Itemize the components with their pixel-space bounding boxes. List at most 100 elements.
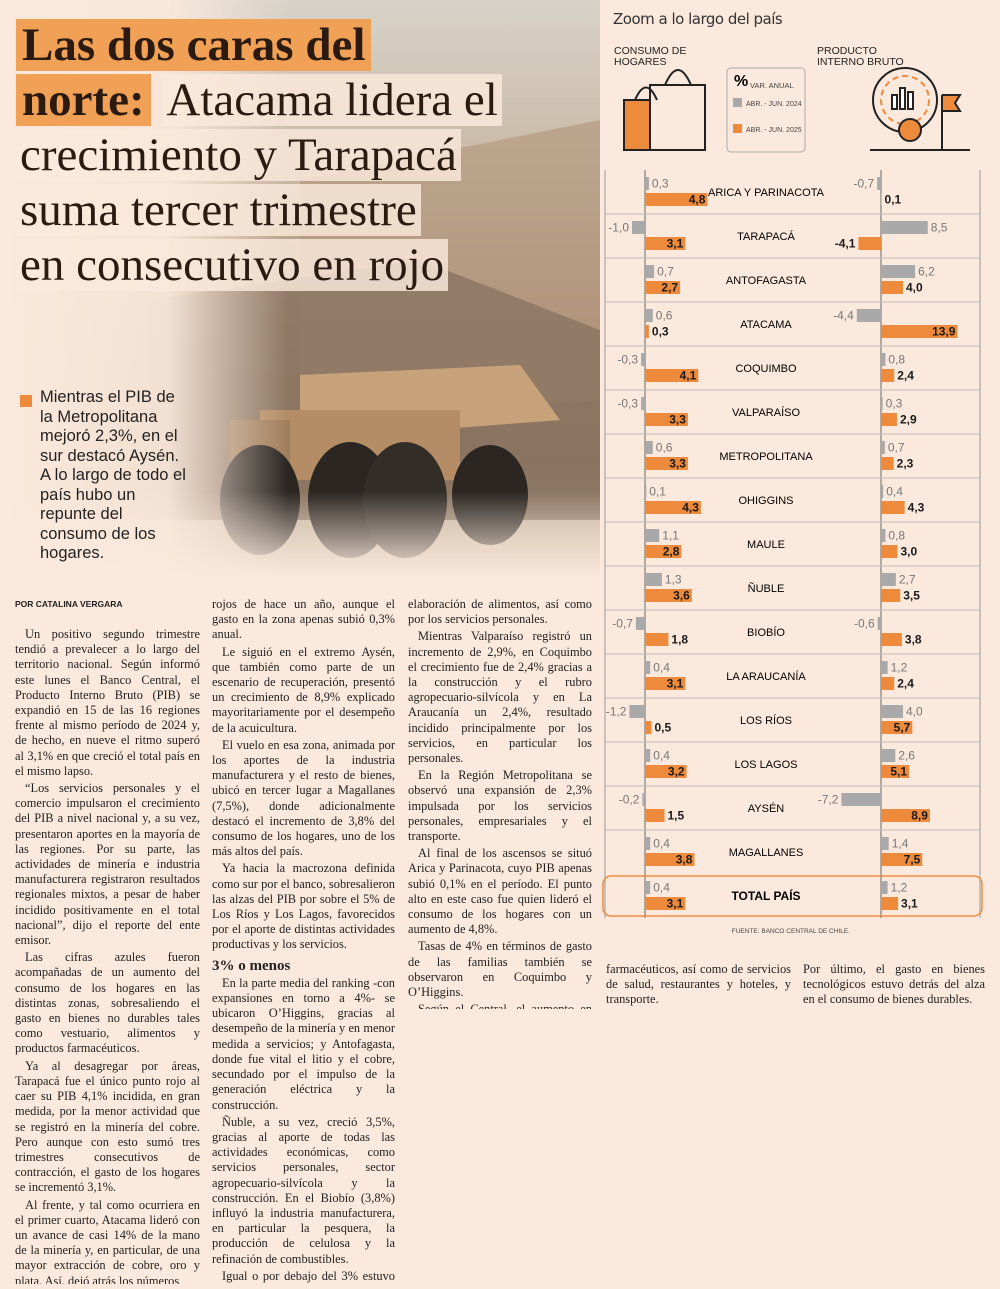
value-label: 4,1 — [680, 369, 697, 383]
category-label: ARICA Y PARINACOTA — [708, 187, 825, 199]
value-label: 4,8 — [689, 193, 706, 207]
bar — [645, 457, 688, 470]
bar — [645, 837, 651, 850]
value-label: 4,3 — [908, 501, 925, 515]
category-label: AYSÉN — [748, 802, 785, 815]
value-label: -4,1 — [835, 237, 856, 251]
bar — [645, 765, 687, 778]
bar — [881, 501, 905, 514]
headline-line: crecimiento y Tarapacá — [16, 128, 596, 183]
subheading: 3% o menos — [212, 957, 291, 974]
value-label: 1,8 — [671, 633, 688, 647]
value-label: 1,4 — [892, 837, 909, 851]
headline-highlight: Las dos caras del — [16, 19, 372, 71]
value-label: -4,4 — [833, 309, 854, 323]
category-label: METROPOLITANA — [719, 451, 813, 463]
paragraph: Ñuble, a su vez, creció 3,5%, gracias al… — [212, 1114, 395, 1266]
value-label: -0,6 — [854, 617, 875, 631]
paragraph: En la parte media del ranking -con expan… — [212, 975, 395, 1112]
headline-line: suma tercer trimestre — [16, 183, 596, 238]
value-label: -7,2 — [818, 793, 839, 807]
value-label: 3,5 — [903, 589, 920, 603]
bar — [645, 749, 651, 762]
bar — [881, 221, 928, 234]
bar — [881, 633, 902, 646]
bar — [881, 881, 888, 894]
legend-label: ABR. - JUN. 2024 — [746, 101, 802, 108]
bar — [645, 369, 699, 382]
category-label: LA ARAUCANÍA — [726, 670, 806, 683]
category-label: ANTOFAGASTA — [726, 275, 807, 287]
headline-line: Las dos caras del — [16, 18, 596, 73]
category-label: VALPARAÍSO — [732, 406, 801, 419]
bar — [881, 193, 882, 206]
value-label: 5,1 — [890, 765, 907, 779]
value-label: 0,4 — [886, 485, 903, 499]
headline-highlight: norte: — [16, 74, 151, 126]
paragraph: Ya hacia la macrozona definida como sur … — [212, 861, 395, 952]
byline: POR CATALINA VERGARA — [15, 599, 123, 609]
value-label: 0,1 — [885, 193, 902, 207]
value-label: 1,5 — [668, 809, 685, 823]
legend-label: ABR. - JUN. 2025 — [746, 127, 802, 134]
bar — [881, 281, 903, 294]
value-label: 3,3 — [669, 457, 686, 471]
value-label: 0,4 — [653, 837, 670, 851]
paragraph: elaboración de alimentos, así como por l… — [408, 597, 592, 627]
value-label: 0,5 — [655, 721, 672, 735]
paragraph: Le siguió en el extremo Aysén, que tambi… — [212, 644, 395, 735]
bar — [641, 397, 645, 410]
legend-note: VAR. ANUAL — [750, 81, 794, 90]
value-label: 0,4 — [653, 749, 670, 763]
headline: Las dos caras del norte: Atacama lidera e… — [16, 18, 596, 293]
value-label: -0,3 — [617, 353, 638, 367]
value-label: 8,5 — [931, 221, 948, 235]
paragraph: Ya al desagregar por áreas, Tarapacá fue… — [15, 1058, 200, 1195]
bar — [881, 265, 916, 278]
bar — [881, 485, 884, 498]
bar — [645, 237, 686, 250]
bar — [645, 309, 653, 322]
bar — [645, 721, 652, 734]
bar — [645, 677, 686, 690]
bar — [645, 897, 686, 910]
paragraph: rojos de hace un año, aunque el gasto en… — [212, 597, 395, 642]
headline-text: en consecutivo en rojo — [16, 239, 449, 291]
value-label: 0,8 — [888, 353, 905, 367]
value-label: 4,0 — [906, 705, 923, 719]
value-label: 2,4 — [897, 677, 914, 691]
value-label: 0,6 — [656, 441, 673, 455]
value-label: 4,3 — [682, 501, 699, 515]
paragraph: Tasas de 4% en términos de gasto de las … — [408, 939, 592, 1000]
article-column: rojos de hace un año, aunque el gasto en… — [212, 597, 395, 1284]
value-label: 0,6 — [656, 309, 673, 323]
bar — [881, 705, 903, 718]
bar — [858, 237, 881, 250]
value-label: 2,3 — [897, 457, 914, 471]
article-column: farmacéuticos, así como de servicios de … — [606, 962, 791, 1012]
value-label: 6,2 — [918, 265, 935, 279]
category-label: MAULE — [747, 539, 785, 551]
bar — [645, 281, 681, 294]
category-label: MAGALLANES — [729, 847, 804, 859]
bar — [881, 853, 923, 866]
paragraph: Al frente, y tal como ocurriera en el pr… — [15, 1197, 200, 1284]
value-label: 0,3 — [652, 177, 669, 191]
value-label: 13,9 — [932, 325, 956, 339]
bag-icon — [623, 69, 706, 151]
value-label: 0,7 — [888, 441, 905, 455]
category-label: LOS LAGOS — [735, 759, 798, 771]
lead: Mientras el PIB de la Metropolitana mejo… — [40, 388, 186, 562]
bar — [881, 765, 910, 778]
headline-line: norte: Atacama lidera el — [16, 73, 596, 128]
value-label: 1,2 — [891, 881, 908, 895]
bar — [881, 837, 889, 850]
paragraph: Según el Central, el aumento en este íte… — [408, 1002, 592, 1009]
article-column: Un positivo segundo trimestre tendió a p… — [15, 627, 200, 1284]
value-label: 3,1 — [667, 677, 684, 691]
bar — [881, 441, 885, 454]
chart: % VAR. ANUAL ABR. - JUN. 2024 ABR. - JUN.… — [602, 67, 983, 935]
bar — [881, 677, 895, 690]
bar — [645, 573, 662, 586]
